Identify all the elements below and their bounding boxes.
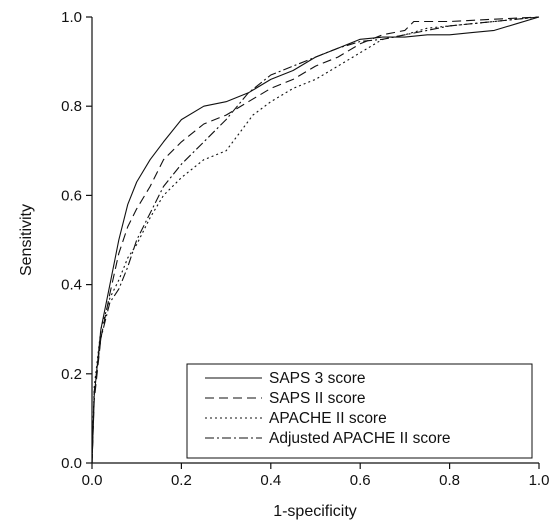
legend-label-1: SAPS 3 score [269, 370, 366, 387]
series-line-1 [91, 16, 540, 464]
x-tick-label: 0.2 [171, 472, 192, 489]
x-tick-label: 0.0 [82, 472, 103, 489]
legend-label-3: APACHE II score [269, 410, 387, 427]
legend-label-2: SAPS II score [269, 390, 365, 407]
y-tick-label: 0.2 [61, 366, 82, 383]
axes [91, 17, 539, 464]
series-line-4 [91, 16, 540, 464]
tick-marks: 0.0 0.2 0.4 0.6 0.8 1.0 0.0 0.2 0.4 0.6 0.8 1.0 [61, 9, 549, 489]
y-tick-label: 0.4 [61, 277, 82, 294]
x-tick-label: 0.4 [260, 472, 281, 489]
x-tick-label: 0.6 [350, 472, 371, 489]
y-tick-label: 1.0 [61, 9, 82, 26]
series-line-3 [91, 16, 540, 464]
series-line-2 [91, 16, 540, 464]
y-tick-label: 0.6 [61, 187, 82, 204]
legend: SAPS 3 score SAPS II score APACHE II score… [186, 363, 533, 459]
legend-items: SAPS 3 score SAPS II score APACHE II score… [205, 370, 451, 447]
y-tick-label: 0.8 [61, 98, 82, 115]
legend-label-4: Adjusted APACHE II score [269, 430, 451, 447]
legend-box [186, 363, 533, 459]
x-axis-title: 1-specificity [273, 503, 357, 520]
x-tick-label: 0.8 [439, 472, 460, 489]
series-lines [91, 16, 540, 464]
y-axis-title: Sensitivity [18, 204, 35, 276]
y-tick-label: 0.0 [61, 455, 82, 472]
x-tick-label: 1.0 [529, 472, 550, 489]
